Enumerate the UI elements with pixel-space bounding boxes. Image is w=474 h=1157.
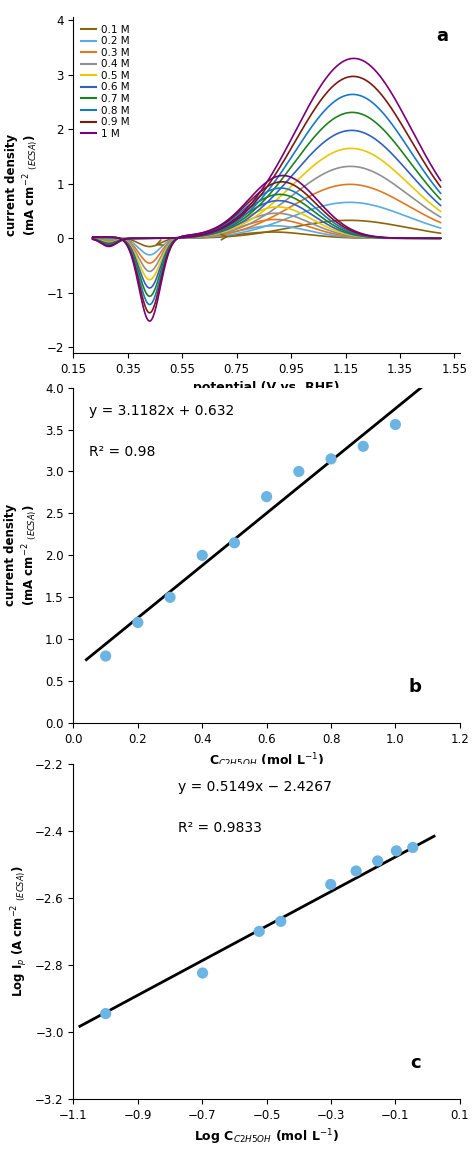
Point bbox=[359, 437, 367, 456]
Point bbox=[263, 487, 270, 506]
Point bbox=[392, 415, 399, 434]
Text: y = 0.5149x − 2.4267: y = 0.5149x − 2.4267 bbox=[178, 781, 332, 795]
Point bbox=[327, 450, 335, 469]
X-axis label: C$_{C2H5OH}$ (mol L$^{-1}$): C$_{C2H5OH}$ (mol L$^{-1}$) bbox=[209, 751, 324, 771]
Point bbox=[392, 841, 400, 860]
Text: a: a bbox=[436, 28, 448, 45]
Point bbox=[102, 1004, 109, 1023]
Legend: 0.1 M, 0.2 M, 0.3 M, 0.4 M, 0.5 M, 0.6 M, 0.7 M, 0.8 M, 0.9 M, 1 M: 0.1 M, 0.2 M, 0.3 M, 0.4 M, 0.5 M, 0.6 M… bbox=[79, 23, 131, 141]
Point bbox=[409, 839, 417, 857]
Text: b: b bbox=[408, 678, 421, 697]
X-axis label: Log C$_{C2H5OH}$ (mol L$^{-1}$): Log C$_{C2H5OH}$ (mol L$^{-1}$) bbox=[194, 1127, 339, 1147]
Point bbox=[277, 912, 284, 930]
Text: c: c bbox=[410, 1054, 421, 1073]
Point bbox=[102, 647, 109, 665]
Point bbox=[295, 462, 302, 481]
Point bbox=[199, 964, 206, 982]
X-axis label: potential (V vs. RHE): potential (V vs. RHE) bbox=[193, 381, 340, 395]
Text: y = 3.1182x + 0.632: y = 3.1182x + 0.632 bbox=[89, 404, 234, 419]
Point bbox=[255, 922, 263, 941]
Y-axis label: current density
(mA cm$^{-2}$ $_{(ECSA)}$): current density (mA cm$^{-2}$ $_{(ECSA)}… bbox=[5, 134, 41, 236]
Point bbox=[352, 862, 360, 880]
Point bbox=[327, 875, 335, 893]
Point bbox=[199, 546, 206, 565]
Point bbox=[374, 852, 382, 870]
Text: R² = 0.98: R² = 0.98 bbox=[89, 444, 155, 458]
Point bbox=[166, 588, 174, 606]
Y-axis label: current density
(mA cm$^{-2}$ $_{(ECSA)}$): current density (mA cm$^{-2}$ $_{(ECSA)}… bbox=[4, 504, 39, 606]
Point bbox=[231, 533, 238, 552]
Text: R² = 0.9833: R² = 0.9833 bbox=[178, 820, 262, 834]
Y-axis label: Log I$_p$ (A cm$^{-2}$ $_{(ECSA)}$): Log I$_p$ (A cm$^{-2}$ $_{(ECSA)}$) bbox=[9, 865, 29, 997]
Point bbox=[134, 613, 142, 632]
